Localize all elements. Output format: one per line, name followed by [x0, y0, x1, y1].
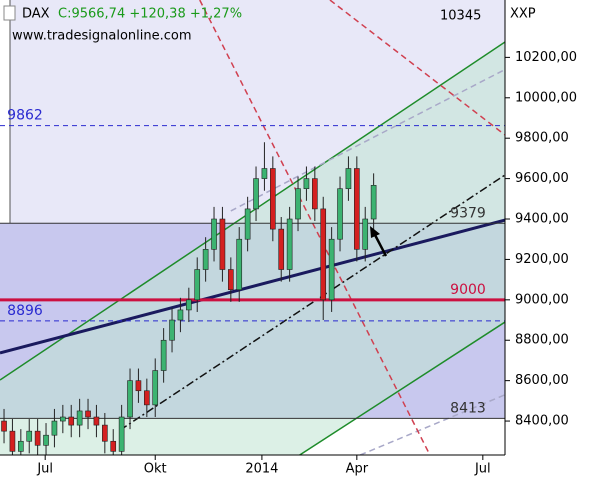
x-tick-label: 2014	[245, 462, 278, 477]
trendline	[299, 321, 505, 455]
candle-body	[60, 416, 66, 422]
plot-area	[0, 0, 505, 455]
y-tick-label: 8400,00	[515, 414, 569, 429]
channel-fill	[0, 42, 505, 455]
y-tick-label: 10200,00	[515, 50, 577, 65]
y-tick-label: 8600,00	[515, 373, 569, 388]
candle-body	[76, 410, 83, 426]
watermark: www.tradesignalonline.com	[12, 29, 192, 44]
x-tick-label: Jul	[474, 462, 491, 477]
x-tick-label: Jul	[36, 462, 53, 477]
candle-body	[370, 185, 377, 220]
candle-body	[43, 434, 49, 446]
exchange: XXP	[510, 7, 536, 22]
candle-body	[270, 168, 276, 230]
level-label: 8896	[7, 303, 43, 319]
candle-body	[312, 178, 318, 210]
candle-body	[26, 430, 33, 442]
candle-body	[1, 420, 7, 432]
candle-body	[362, 218, 369, 250]
y-tick-label: 9000,00	[515, 292, 569, 307]
candle-body	[127, 380, 133, 418]
arrow	[370, 226, 388, 257]
candle-body	[34, 430, 41, 446]
quote: C:9566,74 +120,38 +1,27%	[58, 7, 242, 22]
candle-body	[118, 416, 125, 452]
y-tick-label: 8800,00	[515, 333, 569, 348]
last-label: 10345	[440, 9, 481, 24]
trendline	[0, 41, 505, 381]
candle-body	[93, 416, 100, 426]
candle-body	[228, 269, 234, 291]
x-tick-label: Apr	[346, 462, 369, 477]
trendline	[119, 174, 505, 431]
candle-body	[160, 339, 167, 371]
level-label: 9379	[450, 205, 486, 221]
candle-body	[219, 218, 226, 270]
y-tick-label: 10000,00	[515, 90, 577, 105]
candle-body	[194, 269, 201, 301]
candle-body	[177, 309, 184, 321]
y-tick-label: 9400,00	[515, 212, 569, 227]
candle-body	[211, 218, 217, 250]
trendline	[0, 218, 505, 355]
candle-body	[186, 299, 192, 311]
candle-body	[152, 370, 159, 406]
y-tick-label: 9600,00	[515, 171, 569, 186]
candle-body	[278, 228, 285, 270]
trendline	[199, 0, 431, 455]
x-tick-label: Okt	[144, 462, 167, 477]
candle-body	[244, 208, 251, 240]
candle-body	[337, 188, 343, 240]
candle-body	[320, 208, 327, 301]
candle-body	[9, 430, 16, 452]
level-label: 9862	[7, 108, 43, 124]
candle-body	[51, 420, 58, 436]
candle-body	[169, 319, 175, 341]
candle-body	[295, 188, 301, 220]
level-label: 8413	[450, 400, 486, 416]
candle-body	[345, 168, 352, 190]
candle-body	[85, 410, 91, 418]
candle-body	[354, 168, 360, 250]
candle-body	[261, 168, 268, 179]
candle-body	[328, 238, 335, 301]
candle-body	[286, 218, 293, 270]
candle-body	[135, 380, 142, 392]
candle-body	[102, 424, 108, 442]
candle-body	[68, 416, 75, 426]
candle-body	[18, 440, 24, 452]
candle-body	[303, 178, 310, 190]
trendline	[230, 68, 505, 212]
candle-body	[202, 249, 209, 270]
candle-body	[236, 238, 243, 291]
trendline	[359, 394, 505, 455]
candle-body	[144, 390, 150, 406]
trendline	[329, 0, 505, 136]
level-label: 9000	[450, 282, 486, 298]
candle-body	[253, 178, 259, 210]
symbol: DAX	[22, 7, 50, 22]
y-tick-label: 9800,00	[515, 131, 569, 146]
symbol-icon	[3, 5, 16, 21]
candle-body	[110, 440, 117, 452]
y-tick-label: 9200,00	[515, 252, 569, 267]
